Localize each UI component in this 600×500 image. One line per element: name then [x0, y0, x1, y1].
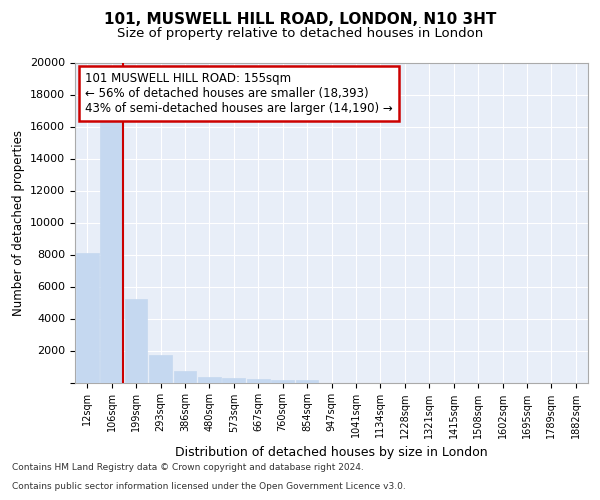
- Text: 101, MUSWELL HILL ROAD, LONDON, N10 3HT: 101, MUSWELL HILL ROAD, LONDON, N10 3HT: [104, 12, 496, 28]
- X-axis label: Distribution of detached houses by size in London: Distribution of detached houses by size …: [175, 446, 488, 459]
- Bar: [100, 118, 123, 382]
- Bar: [296, 380, 319, 382]
- Bar: [173, 372, 196, 382]
- Bar: [198, 377, 221, 382]
- Text: Contains public sector information licensed under the Open Government Licence v3: Contains public sector information licen…: [12, 482, 406, 491]
- Bar: [149, 354, 172, 382]
- Bar: [76, 253, 98, 382]
- Text: Size of property relative to detached houses in London: Size of property relative to detached ho…: [117, 28, 483, 40]
- Text: 101 MUSWELL HILL ROAD: 155sqm
← 56% of detached houses are smaller (18,393)
43% : 101 MUSWELL HILL ROAD: 155sqm ← 56% of d…: [85, 72, 393, 115]
- Y-axis label: Number of detached properties: Number of detached properties: [11, 130, 25, 316]
- Bar: [271, 380, 294, 382]
- Bar: [223, 378, 245, 382]
- Bar: [125, 300, 148, 382]
- Bar: [247, 379, 269, 382]
- Text: Contains HM Land Registry data © Crown copyright and database right 2024.: Contains HM Land Registry data © Crown c…: [12, 464, 364, 472]
